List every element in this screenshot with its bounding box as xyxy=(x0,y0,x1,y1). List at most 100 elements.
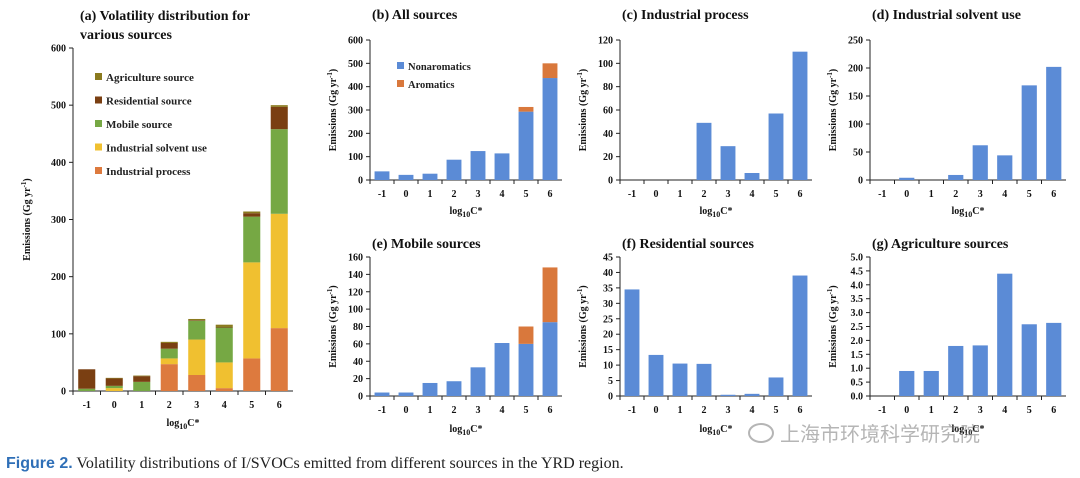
y-tick-label: 80 xyxy=(603,82,613,93)
y-tick-label: 20 xyxy=(603,152,613,163)
y-tick-label: 400 xyxy=(348,82,363,93)
legend-label: Residential source xyxy=(106,96,192,108)
y-tick-label: 200 xyxy=(51,272,66,283)
bar-nonaromatics xyxy=(518,111,534,180)
x-tick-label: 1 xyxy=(929,405,934,416)
bar-nonaromatics xyxy=(422,382,438,396)
bar-nonaromatics xyxy=(494,153,510,180)
x-tick-label: 4 xyxy=(750,405,755,416)
y-tick-label: 20 xyxy=(353,374,363,385)
chart-panel-a: (a) Volatility distribution for various s… xyxy=(20,9,293,431)
y-tick-label: 400 xyxy=(51,158,66,169)
y-tick-label: 25 xyxy=(603,314,613,325)
y-tick-label: 300 xyxy=(348,106,363,117)
y-axis-label: Emissions (Gg yr-1) xyxy=(826,285,839,368)
bar-aromatics xyxy=(518,106,534,112)
bar-industrial-solvent-use xyxy=(105,388,123,391)
x-tick-label: 0 xyxy=(654,405,659,416)
bar-nonaromatics xyxy=(792,275,808,396)
chart-title: (g) Agriculture sources xyxy=(872,237,1009,252)
x-tick-label: 1 xyxy=(428,405,433,416)
bar-mobile-source xyxy=(270,129,288,214)
figure-caption: Figure 2. Volatility distributions of I/… xyxy=(6,455,624,473)
caption-label: Figure 2. xyxy=(6,455,73,472)
x-tick-label: 5 xyxy=(249,400,254,411)
y-tick-label: 300 xyxy=(51,215,66,226)
y-tick-label: 0 xyxy=(358,176,363,187)
legend-label: Nonaromatics xyxy=(408,62,471,73)
y-tick-label: 60 xyxy=(353,339,363,350)
bar-residential-source xyxy=(133,376,151,382)
legend-swatch xyxy=(95,96,102,104)
bar-nonaromatics xyxy=(518,343,534,396)
x-tick-label: 4 xyxy=(222,400,227,411)
bar-nonaromatics xyxy=(446,381,462,396)
y-tick-label: 20 xyxy=(603,330,613,341)
y-axis-label: Emissions (Gg yr-1) xyxy=(826,69,839,152)
y-tick-label: 1.0 xyxy=(851,364,864,375)
bar-nonaromatics xyxy=(744,173,760,180)
x-tick-label: 0 xyxy=(112,400,117,411)
x-tick-label: 5 xyxy=(1027,189,1032,200)
bar-mobile-source xyxy=(78,388,96,391)
y-tick-label: 40 xyxy=(353,357,363,368)
bar-nonaromatics xyxy=(542,322,558,396)
x-tick-label: 5 xyxy=(774,189,779,200)
y-tick-label: 1.5 xyxy=(851,350,864,361)
y-tick-label: 0 xyxy=(61,387,66,398)
x-tick-label: 4 xyxy=(750,189,755,200)
y-tick-label: 60 xyxy=(603,106,613,117)
caption-text: Volatility distributions of I/SVOCs emit… xyxy=(72,455,624,472)
y-tick-label: 0.0 xyxy=(851,392,864,403)
y-tick-label: 600 xyxy=(348,36,363,47)
bar-nonaromatics xyxy=(672,363,688,396)
bar-nonaromatics xyxy=(768,377,784,396)
chart-title: (f) Residential sources xyxy=(622,237,754,252)
bar-nonaromatics xyxy=(470,367,486,396)
y-tick-label: 0 xyxy=(858,176,863,187)
bar-nonaromatics xyxy=(899,177,915,180)
bar-nonaromatics xyxy=(899,370,915,396)
bar-agriculture-source xyxy=(160,341,178,343)
bar-nonaromatics xyxy=(997,155,1013,180)
bar-nonaromatics xyxy=(542,78,558,180)
bar-nonaromatics xyxy=(720,394,736,396)
bar-residential-source xyxy=(160,342,178,349)
chart-panel-e: (e) Mobile sources020406080100120140160-… xyxy=(326,237,562,437)
y-tick-label: 10 xyxy=(603,361,613,372)
x-tick-label: 6 xyxy=(798,405,803,416)
y-tick-label: 100 xyxy=(348,305,363,316)
x-tick-label: 1 xyxy=(428,189,433,200)
bar-nonaromatics xyxy=(1021,324,1037,396)
y-tick-label: 50 xyxy=(853,148,863,159)
x-axis-label: log10C* xyxy=(951,424,984,437)
bar-agriculture-source xyxy=(133,375,151,377)
bar-nonaromatics xyxy=(624,289,640,396)
legend-label: Aromatics xyxy=(408,80,454,91)
watermark: 上海市环境科学研究院 xyxy=(748,418,980,447)
bar-industrial-process xyxy=(270,328,288,391)
bar-mobile-source xyxy=(188,320,206,340)
x-tick-label: 4 xyxy=(1002,405,1007,416)
bar-mobile-source xyxy=(215,327,233,363)
bar-agriculture-source xyxy=(188,318,206,321)
y-tick-label: 2.0 xyxy=(851,336,864,347)
bar-nonaromatics xyxy=(997,273,1013,396)
y-tick-label: 100 xyxy=(51,329,66,340)
x-tick-label: 6 xyxy=(548,405,553,416)
x-tick-label: -1 xyxy=(628,405,636,416)
x-tick-label: 0 xyxy=(904,189,909,200)
y-tick-label: 40 xyxy=(603,129,613,140)
watermark-text: 上海市环境科学研究院 xyxy=(780,422,980,446)
y-tick-label: 100 xyxy=(848,120,863,131)
bar-industrial-solvent-use xyxy=(270,213,288,329)
x-tick-label: -1 xyxy=(628,189,636,200)
x-axis-label: log10C* xyxy=(699,206,732,219)
legend-label: Industrial solvent use xyxy=(106,143,207,155)
bar-agriculture-source xyxy=(105,377,123,379)
bar-nonaromatics xyxy=(972,345,988,396)
bar-residential-source xyxy=(105,378,123,386)
chart-title: (d) Industrial solvent use xyxy=(872,8,1021,23)
y-tick-label: 2.5 xyxy=(851,322,864,333)
bar-nonaromatics xyxy=(494,343,510,396)
